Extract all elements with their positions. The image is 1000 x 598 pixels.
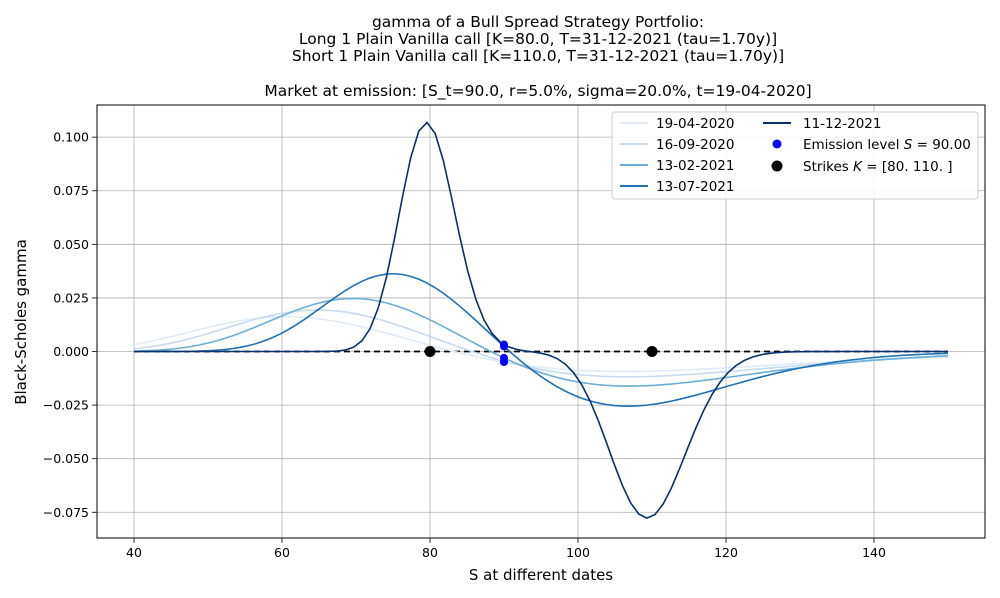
emission-marker-5 <box>500 340 508 349</box>
x-tick-label: 120 <box>714 545 738 560</box>
legend-label-series-2: 16-09-2020 <box>656 137 734 153</box>
x-tick-label: 140 <box>862 545 886 560</box>
series-line-5 <box>134 121 948 519</box>
legend-label-emission: Emission level S = 90.00 <box>803 137 971 153</box>
series-line-3 <box>133 297 949 387</box>
y-tick-label: −0.025 <box>43 398 89 413</box>
legend: 19-04-2020 16-09-2020 13-02-2021 13-07-2… <box>611 111 979 200</box>
legend-label-series-4: 13-07-2021 <box>656 179 734 195</box>
legend-label-series-1: 19-04-2020 <box>656 116 734 132</box>
title-line-3: Short 1 Plain Vanilla call [K=110.0, T=3… <box>292 47 784 65</box>
series-line-1 <box>133 315 949 373</box>
series-lines <box>133 121 949 519</box>
y-axis-label: Black-Scholes gamma <box>12 239 30 405</box>
x-tick-label: 60 <box>274 545 290 560</box>
legend-swatch-emission <box>772 139 782 149</box>
y-tick-label: −0.050 <box>43 451 89 466</box>
x-axis-label: S at different dates <box>469 566 613 584</box>
x-tick-label: 40 <box>126 545 142 560</box>
emission-marker-3 <box>500 353 508 362</box>
legend-box <box>611 111 979 200</box>
y-tick-label: −0.075 <box>43 505 89 520</box>
y-tick-label: 0.000 <box>53 344 89 359</box>
y-tick-label: 0.050 <box>53 237 89 252</box>
x-axis-ticks: 40 60 80 100 120 140 <box>126 538 886 560</box>
markers <box>424 340 658 367</box>
y-axis-ticks: −0.075 −0.050 −0.025 0.000 0.025 0.050 0.075 0.… <box>43 130 97 520</box>
series-line-4 <box>134 272 949 407</box>
plot-frame <box>96 104 986 539</box>
series-line-2 <box>133 309 949 378</box>
y-tick-label: 0.075 <box>53 183 89 198</box>
chart-title: gamma of a Bull Spread Strategy Portfoli… <box>264 13 811 101</box>
legend-label-series-3: 13-02-2021 <box>656 158 734 174</box>
legend-label-series-5: 11-12-2021 <box>803 116 881 132</box>
legend-label-strikes: Strikes K = [80. 110. ] <box>803 159 953 175</box>
x-tick-label: 80 <box>422 545 438 560</box>
title-line-1: gamma of a Bull Spread Strategy Portfoli… <box>372 13 704 31</box>
strike-marker-1 <box>424 346 436 358</box>
y-tick-label: 0.025 <box>53 290 89 305</box>
legend-swatch-strikes <box>771 160 783 172</box>
y-tick-label: 0.100 <box>53 130 89 145</box>
x-tick-label: 100 <box>566 545 590 560</box>
strike-marker-2 <box>646 346 658 358</box>
title-line-2: Long 1 Plain Vanilla call [K=80.0, T=31-… <box>299 30 777 48</box>
title-line-5: Market at emission: [S_t=90.0, r=5.0%, s… <box>264 82 811 101</box>
